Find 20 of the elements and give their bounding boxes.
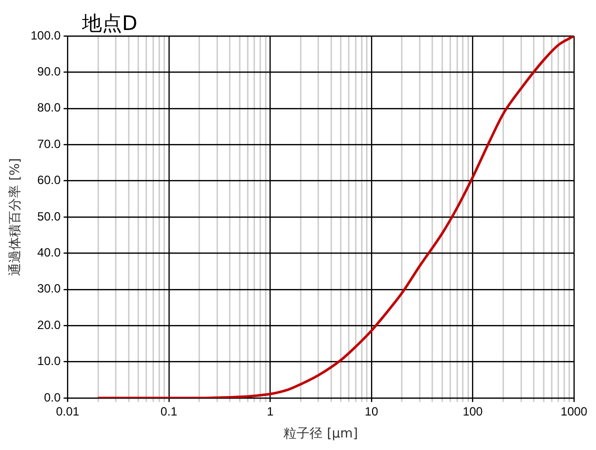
- y-tick-label: 30.0: [37, 282, 61, 296]
- chart-title: 地点D: [82, 10, 138, 37]
- y-tick-label: 50.0: [37, 209, 61, 224]
- y-tick-label: 10.0: [37, 354, 61, 368]
- y-tick-label: 20.0: [37, 318, 61, 332]
- x-tick-label: 1000: [560, 404, 588, 419]
- y-tick-label: 70.0: [37, 136, 61, 151]
- x-tick-label: 10: [364, 404, 378, 419]
- y-tick-label: 100.0: [30, 28, 61, 42]
- y-tick-label: 0.0: [44, 390, 61, 404]
- x-tick-label: 100: [462, 404, 484, 419]
- x-axis-title: 粒子径 [μm]: [284, 426, 358, 442]
- x-tick-label: 1: [266, 404, 274, 419]
- y-tick-label: 40.0: [37, 246, 61, 260]
- x-tick-label: 0.1: [160, 404, 178, 419]
- y-tick-label: 60.0: [37, 173, 61, 188]
- y-tick-label: 80.0: [37, 100, 61, 115]
- y-axis-title: 通過体積百分率 [%]: [7, 158, 24, 276]
- y-tick-label: 90.0: [37, 64, 61, 79]
- x-tick-label: 0.01: [56, 404, 80, 419]
